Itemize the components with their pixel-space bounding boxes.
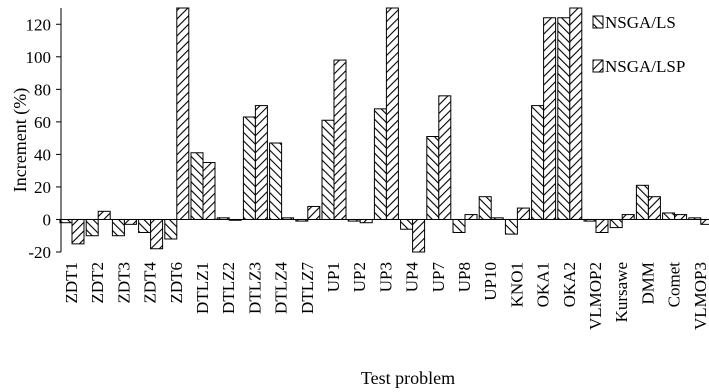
bar-nsga-ls-up1 (321, 119, 335, 220)
x-tick-label-zdt3: ZDT3 (114, 262, 133, 304)
bar-nsga-lsp-vlmop3 (700, 218, 709, 225)
x-tick-label-up3: UP3 (376, 262, 395, 292)
legend-item-nsga-ls: NSGA/LS (592, 13, 676, 32)
x-tick-label-up4: UP4 (403, 262, 422, 293)
x-tick-label-dtlz1: DTLZ1 (193, 262, 212, 314)
legend: NSGA/LS NSGA/LSP (592, 13, 685, 76)
x-tick-label-vlmop3: VLMOP3 (691, 262, 709, 330)
bar-nsga-lsp-dtlz3 (254, 105, 268, 220)
y-tick-label: 80 (34, 80, 51, 99)
bar-nsga-lsp-up3 (385, 7, 399, 220)
bar-nsga-lsp-oka1 (543, 17, 557, 220)
y-axis-ticks: -20 0 20 40 60 80 100 120 (26, 15, 61, 262)
bar-nsga-lsp-up8 (464, 214, 478, 220)
bar-nsga-ls-zdt4 (138, 218, 152, 233)
x-tick-label-dtlz4: DTLZ4 (272, 262, 291, 314)
y-tick-label: 120 (26, 15, 52, 34)
x-tick-label-oka1: OKA1 (534, 262, 553, 307)
x-tick-label-zdt6: ZDT6 (167, 262, 186, 304)
x-tick-label-dtlz3: DTLZ3 (245, 262, 264, 314)
y-tick-label: 40 (34, 145, 51, 164)
bar-nsga-ls-comet (662, 212, 676, 220)
bar-nsga-lsp-zdt2 (97, 210, 111, 220)
x-axis-tick-labels: ZDT1 ZDT2 ZDT3 ZDT4 ZDT6 DTLZ1 DTLZ2 DTLZ3 DTLZ4… (62, 262, 709, 331)
bar-nsga-ls-up8 (452, 218, 466, 233)
bar-nsga-ls-dmm (635, 184, 649, 220)
bar-nsga-lsp-dtlz1 (202, 162, 216, 220)
legend-swatch-nsga-lsp (592, 59, 604, 73)
bar-nsga-ls-up10 (478, 196, 492, 220)
x-tick-label-kno1: KNO1 (507, 262, 526, 307)
bar-nsga-lsp-comet (674, 214, 688, 220)
bar-nsga-ls-kursawe (609, 218, 623, 229)
bar-nsga-lsp-dmm (647, 196, 661, 220)
bar-nsga-lsp-zdt6 (176, 7, 190, 220)
legend-swatch-nsga-ls (592, 15, 604, 29)
bar-nsga-ls-dtlz1 (190, 152, 204, 220)
bar-nsga-ls-up3 (373, 108, 387, 220)
y-tick-label: 20 (34, 178, 51, 197)
x-tick-label-up8: UP8 (455, 262, 474, 292)
x-tick-label-dtlz7: DTLZ7 (298, 262, 317, 314)
bars (59, 7, 709, 253)
legend-label-nsga-lsp: NSGA/LSP (605, 57, 685, 76)
x-tick-label-oka2: OKA2 (560, 262, 579, 307)
bar-nsga-lsp-up1 (333, 59, 347, 220)
y-tick-label: 0 (43, 210, 52, 229)
x-tick-label-comet: Comet (665, 262, 684, 308)
legend-item-nsga-lsp: NSGA/LSP (592, 57, 685, 76)
x-tick-label-up10: UP10 (481, 262, 500, 301)
x-tick-label-vlmop2: VLMOP2 (586, 262, 605, 330)
bar-nsga-ls-zdt2 (85, 218, 99, 237)
bar-nsga-ls-up7 (426, 136, 440, 220)
y-tick-label: -20 (28, 243, 51, 262)
x-tick-label-zdt4: ZDT4 (141, 262, 160, 304)
bar-nsga-ls-dtlz3 (242, 116, 256, 220)
legend-label-nsga-ls: NSGA/LS (605, 13, 676, 32)
bar-nsga-lsp-kursawe (621, 214, 635, 220)
x-tick-label-kursawe: Kursawe (612, 262, 631, 322)
x-tick-label-dtlz2: DTLZ2 (219, 262, 238, 314)
y-tick-label: 100 (26, 48, 52, 67)
bar-nsga-lsp-zdt4 (150, 218, 164, 250)
x-tick-label-zdt2: ZDT2 (88, 262, 107, 304)
bar-nsga-lsp-zdt3 (123, 218, 137, 225)
bar-nsga-lsp-dtlz7 (307, 205, 321, 220)
bar-nsga-ls-zdt6 (164, 218, 178, 240)
x-tick-label-zdt1: ZDT1 (62, 262, 81, 304)
y-axis-title: Increment (%) (10, 88, 31, 192)
x-tick-label-up7: UP7 (429, 262, 448, 293)
bar-nsga-lsp-vlmop2 (595, 218, 609, 233)
bar-nsga-lsp-kno1 (516, 207, 530, 220)
bar-nsga-ls-oka1 (531, 105, 545, 220)
bar-nsga-ls-oka2 (557, 17, 571, 220)
x-tick-label-dmm: DMM (638, 262, 657, 305)
bar-nsga-lsp-oka2 (569, 7, 583, 220)
x-axis-title: Test problem (361, 368, 455, 388)
bar-nsga-lsp-zdt1 (71, 218, 85, 245)
bar-nsga-lsp-up4 (412, 218, 426, 253)
bar-nsga-ls-dtlz4 (269, 142, 283, 220)
bar-nsga-lsp-up7 (438, 95, 452, 220)
x-tick-label-up2: UP2 (350, 262, 369, 292)
y-tick-label: 60 (34, 113, 51, 132)
bar-nsga-ls-kno1 (504, 218, 518, 235)
bar-nsga-ls-up4 (400, 218, 414, 230)
x-tick-label-up1: UP1 (324, 262, 343, 292)
bar-nsga-ls-zdt3 (111, 218, 125, 237)
